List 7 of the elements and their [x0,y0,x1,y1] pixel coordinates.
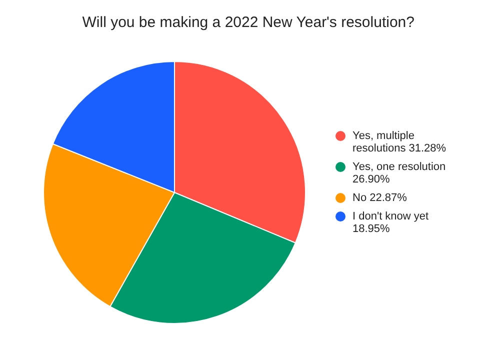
chart-title: Will you be making a 2022 New Year's resolution? [82,14,414,31]
data-label: 18.95% [352,223,390,235]
legend-label: Yes, one resolution [352,161,446,173]
legend-label: No 22.87% [352,192,408,204]
data-label: 26.90% [352,174,390,186]
legend-label: I don't know yet [352,210,429,222]
legend-label: Yes, multiple resolutions 31.28% [352,130,446,154]
